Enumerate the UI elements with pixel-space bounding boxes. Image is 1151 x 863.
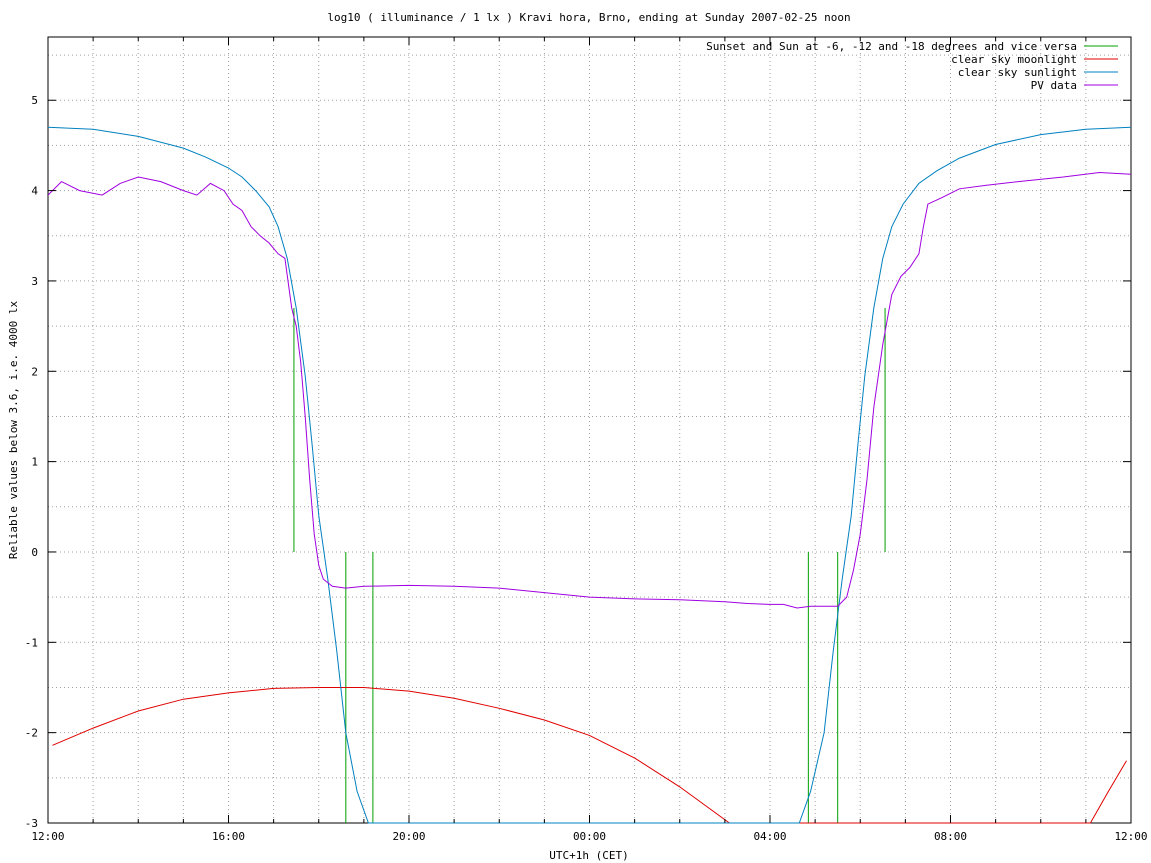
legend-label-1: clear sky moonlight <box>951 53 1077 66</box>
legend-label-2: clear sky sunlight <box>958 66 1077 79</box>
x-tick-label: 20:00 <box>392 830 425 843</box>
y-tick-label: 5 <box>31 94 38 107</box>
series-line-1 <box>52 687 1127 824</box>
grid <box>48 37 1131 823</box>
y-tick-label: 2 <box>31 365 38 378</box>
y-tick-label: 4 <box>31 185 38 198</box>
legend: Sunset and Sun at -6, -12 and -18 degree… <box>706 40 1118 92</box>
y-tick-label: -3 <box>25 817 38 830</box>
series-line-3 <box>47 171 1132 609</box>
y-tick-label: 0 <box>31 546 38 559</box>
x-axis-label: UTC+1h (CET) <box>549 849 628 862</box>
x-tick-label: 08:00 <box>934 830 967 843</box>
y-tick-label: -2 <box>25 727 38 740</box>
legend-label-0: Sunset and Sun at -6, -12 and -18 degree… <box>706 40 1077 53</box>
series-line-2 <box>47 126 1132 824</box>
x-tick-label: 12:00 <box>1114 830 1147 843</box>
y-tick-label: 3 <box>31 275 38 288</box>
x-tick-label: 16:00 <box>212 830 245 843</box>
y-axis-label: Reliable values below 3.6, i.e. 4000 lx <box>7 300 20 559</box>
legend-label-3: PV data <box>1031 79 1077 92</box>
chart-title: log10 ( illuminance / 1 lx ) Kravi hora,… <box>327 11 850 24</box>
axes: 12:00 16:00 20:00 00:00 04:00 08:00 12:00-3-2-… <box>25 37 1148 843</box>
x-tick-label: 00:00 <box>573 830 606 843</box>
y-tick-label: 1 <box>31 456 38 469</box>
x-tick-label: 12:00 <box>31 830 64 843</box>
x-tick-label: 04:00 <box>753 830 786 843</box>
series-layer <box>47 126 1132 824</box>
y-tick-label: -1 <box>25 636 38 649</box>
